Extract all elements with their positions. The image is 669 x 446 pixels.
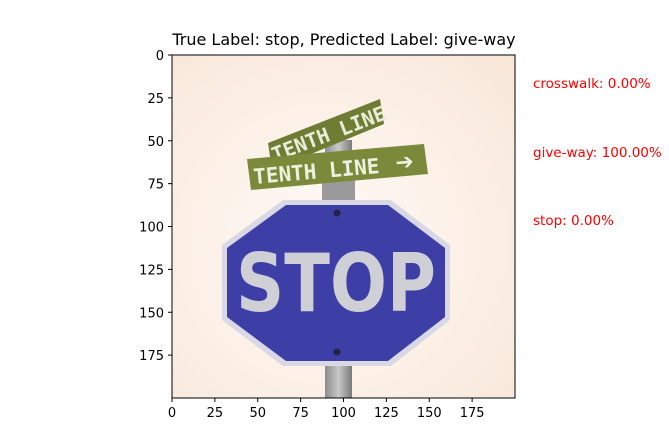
y-tick-label: 150: [139, 306, 164, 321]
y-axis: 0 25 50 75 100 125 150 175: [139, 49, 172, 364]
prediction-text: crosswalk: 0.00%: [533, 76, 651, 92]
stop-sign: [227, 205, 445, 361]
x-tick-label: 125: [374, 406, 399, 421]
y-tick-label: 0: [156, 49, 164, 64]
y-tick-label: 75: [147, 178, 164, 193]
prediction-text: give-way: 100.00%: [533, 145, 662, 161]
x-tick-label: 175: [460, 406, 485, 421]
y-tick-label: 100: [139, 221, 164, 236]
x-tick-label: 25: [207, 406, 224, 421]
x-tick-label: 75: [292, 406, 309, 421]
x-tick-label: 150: [417, 406, 442, 421]
x-tick-label: 50: [249, 406, 266, 421]
plot-title: True Label: stop, Predicted Label: give-…: [172, 30, 516, 49]
stop-sign-text: STOP: [236, 237, 436, 330]
y-tick-label: 125: [139, 263, 164, 278]
y-tick-label: 50: [147, 135, 164, 150]
image-area: TENTH LINE TENTH LINE ➔ STOP: [172, 55, 515, 398]
x-tick-label: 100: [331, 406, 356, 421]
arrow-right-icon: ➔: [394, 149, 415, 176]
y-tick-label: 25: [147, 92, 164, 107]
x-tick-label: 0: [168, 406, 176, 421]
prediction-text: stop: 0.00%: [533, 213, 614, 229]
x-axis: 0 25 50 75 100 125 150 175: [168, 398, 485, 421]
y-tick-label: 175: [139, 349, 164, 364]
